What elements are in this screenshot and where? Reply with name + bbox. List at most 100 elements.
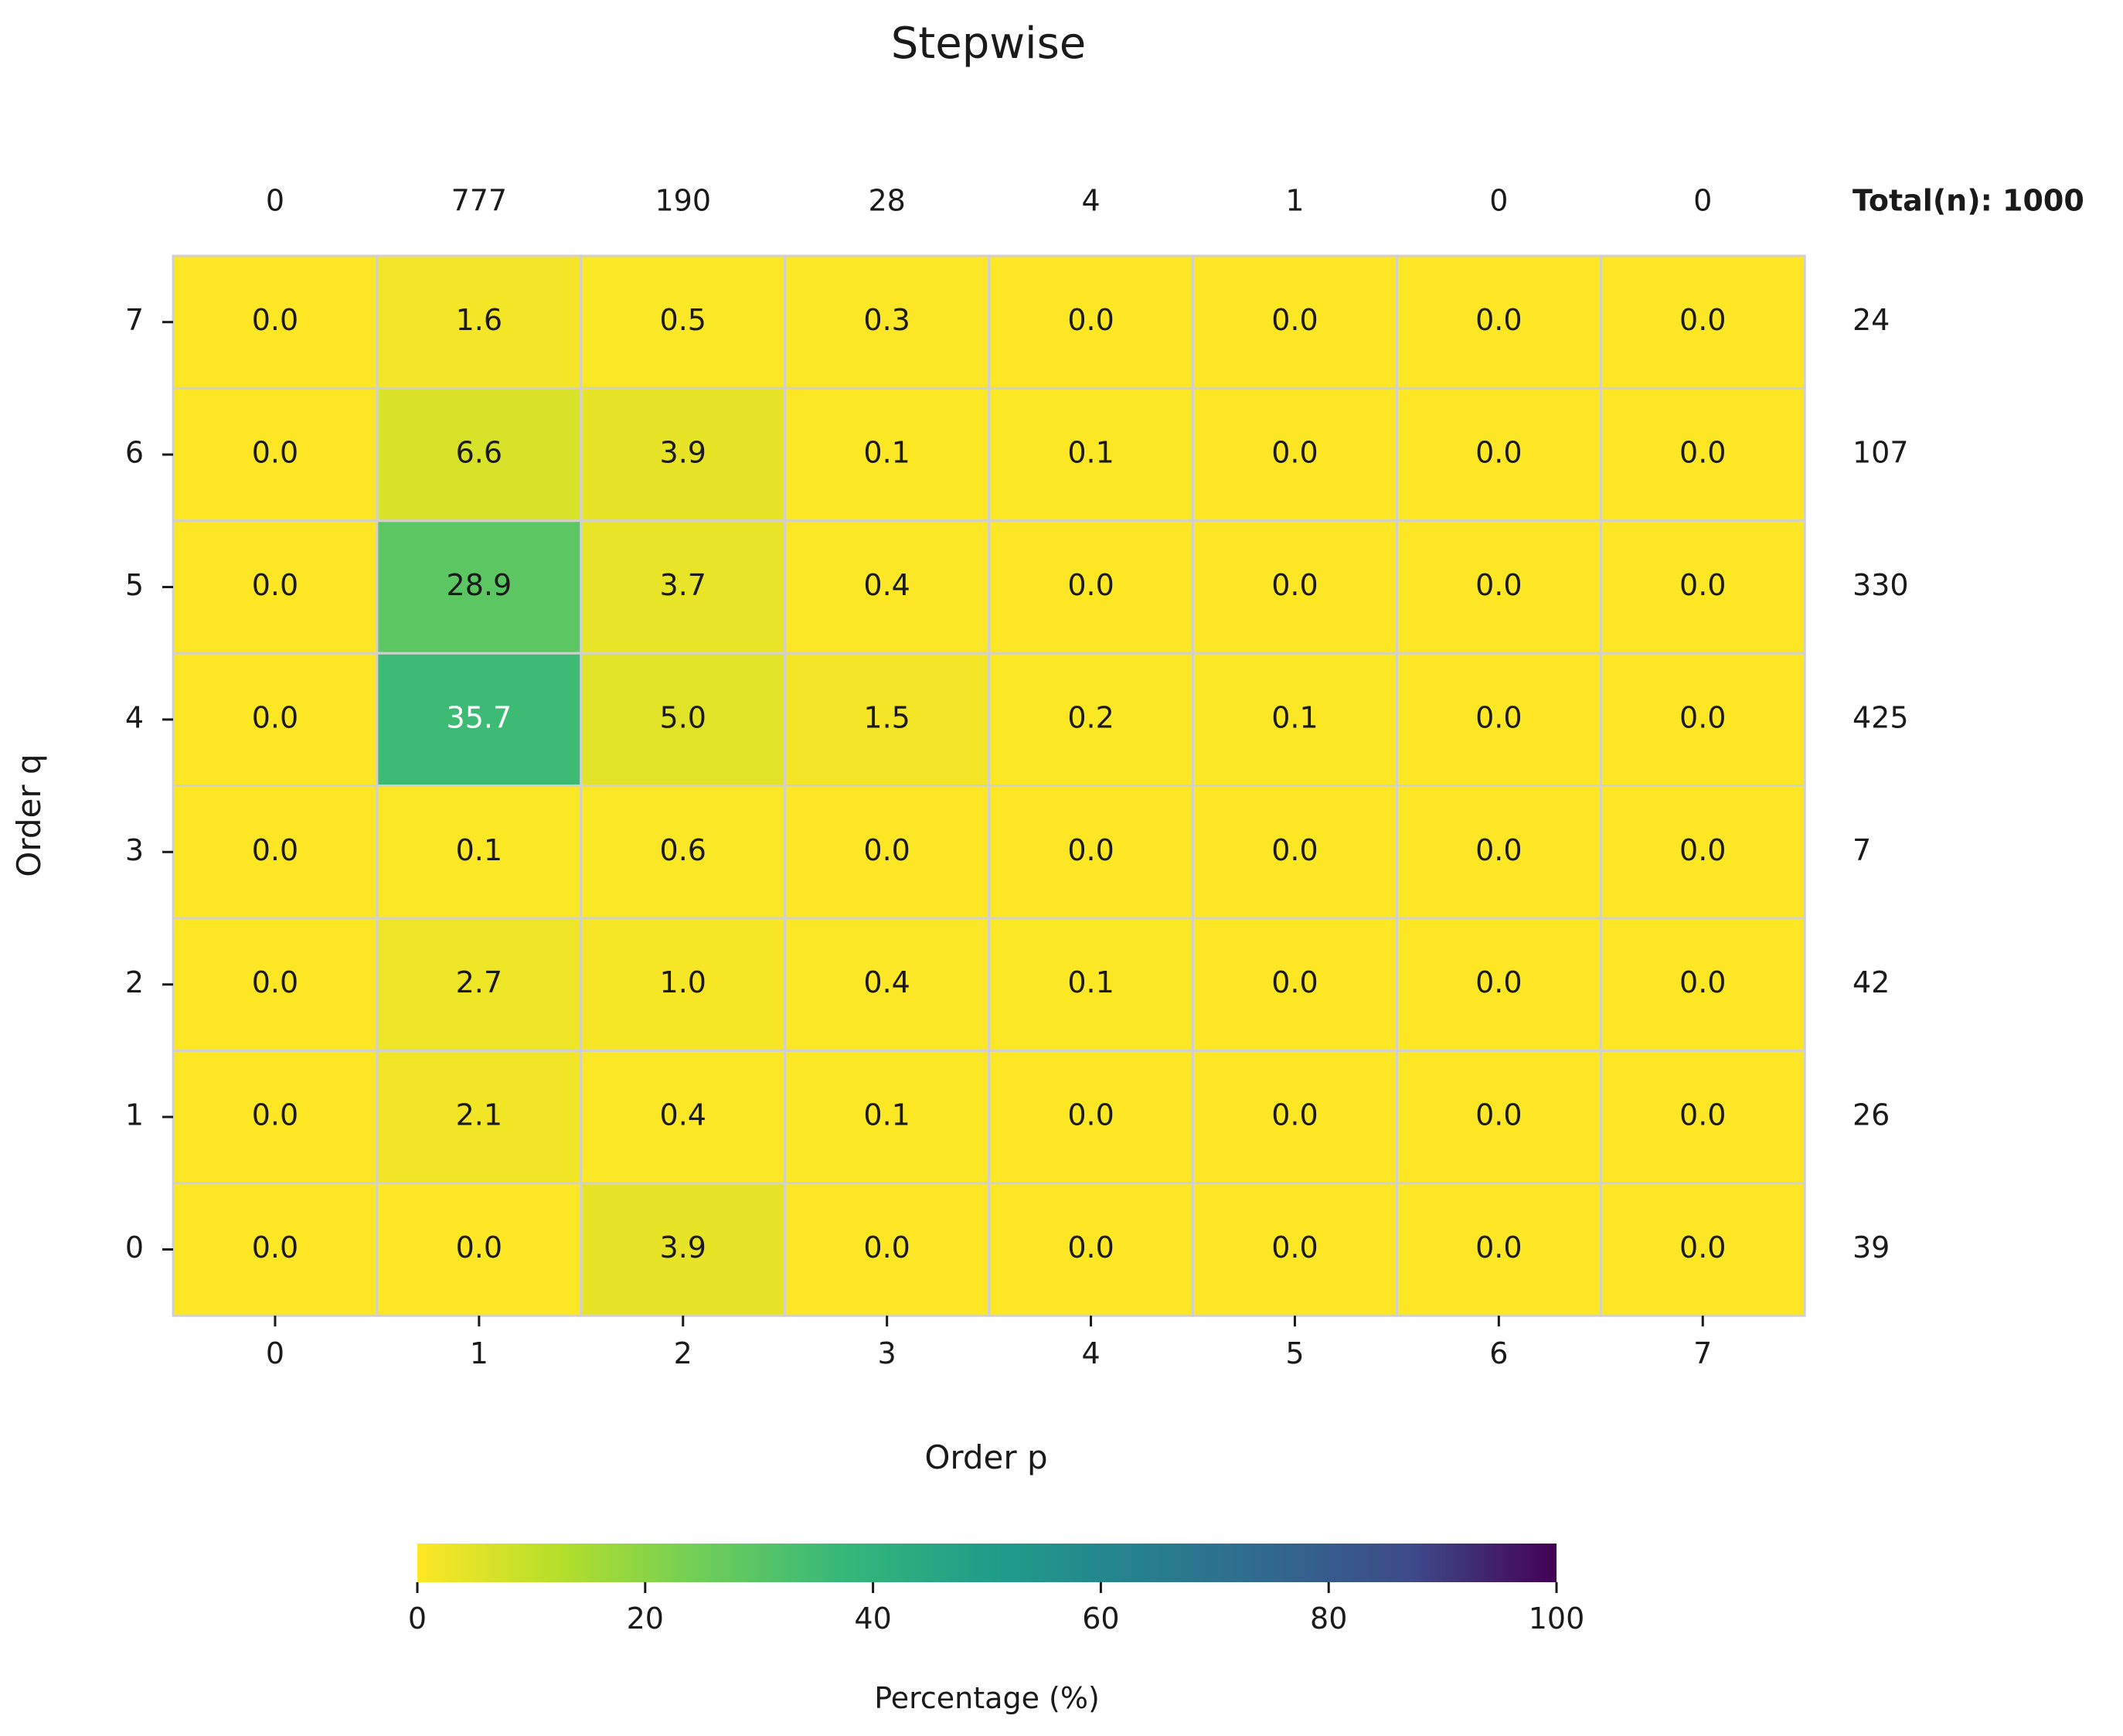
heatmap-cell bbox=[1599, 917, 1806, 1052]
heatmap-cell bbox=[988, 1049, 1194, 1185]
cell-value-label: 0.0 bbox=[252, 568, 298, 602]
column-totals: 0 777 190 28 4 1 0 0 bbox=[266, 184, 1712, 218]
heatmap-cell bbox=[784, 785, 991, 920]
heatmap-cell bbox=[376, 519, 583, 655]
cell-value-label: 0.0 bbox=[1067, 303, 1114, 337]
cell-value-label: 1.0 bbox=[660, 965, 706, 999]
row-total: 24 bbox=[1853, 303, 1890, 337]
column-total: 28 bbox=[868, 184, 905, 218]
heatmap-cell bbox=[784, 652, 991, 788]
heatmap-cell bbox=[376, 386, 583, 523]
x-tick-label: 7 bbox=[1693, 1336, 1712, 1370]
heatmap-cell bbox=[376, 917, 583, 1052]
heatmap-cell bbox=[784, 254, 991, 390]
cell-value-label: 0.0 bbox=[1067, 568, 1114, 602]
cell-value-label: 0.0 bbox=[1679, 833, 1726, 867]
heatmap-cell bbox=[1599, 1182, 1806, 1317]
column-total: 0 bbox=[266, 184, 284, 218]
cell-value-label: 1.5 bbox=[863, 700, 910, 734]
y-axis-label: Order q bbox=[10, 754, 48, 877]
cell-value-label: 0.0 bbox=[252, 700, 298, 734]
row-total: 425 bbox=[1853, 700, 1909, 734]
colorbar-ticks: 0 20 40 60 80 100 bbox=[408, 1582, 1584, 1636]
cell-value-label: 0.0 bbox=[1271, 436, 1318, 470]
cell-value-label: 0.3 bbox=[863, 303, 910, 337]
cell-value-label: 28.9 bbox=[447, 568, 512, 602]
heatmap-cell bbox=[988, 1182, 1194, 1317]
y-tick-label: 1 bbox=[125, 1098, 144, 1132]
y-tick-label: 2 bbox=[125, 965, 144, 999]
cell-value-label: 0.0 bbox=[1475, 568, 1522, 602]
heatmap-cell bbox=[784, 519, 991, 655]
x-tick-label: 3 bbox=[878, 1336, 896, 1370]
row-total: 42 bbox=[1853, 965, 1890, 999]
heatmap-cell bbox=[1192, 519, 1398, 655]
cell-value-label: 0.0 bbox=[1271, 965, 1318, 999]
heatmap-cell bbox=[580, 785, 787, 920]
total-label: Total(n): 1000 bbox=[1853, 184, 2084, 218]
cell-value-label: 0.0 bbox=[1475, 833, 1522, 867]
cell-value-label: 0.1 bbox=[1067, 436, 1114, 470]
column-total: 4 bbox=[1081, 184, 1100, 218]
cell-value-label: 0.5 bbox=[660, 303, 706, 337]
y-tick-label: 7 bbox=[125, 303, 144, 337]
heatmap-cell bbox=[1192, 785, 1398, 920]
heatmap-cell bbox=[172, 254, 379, 390]
cell-value-label: 3.7 bbox=[660, 568, 706, 602]
y-tick-label: 4 bbox=[125, 700, 144, 734]
heatmap-cell bbox=[784, 386, 991, 523]
cell-value-label: 3.9 bbox=[660, 436, 706, 470]
cell-value-label: 0.0 bbox=[1067, 833, 1114, 867]
column-total: 0 bbox=[1489, 184, 1508, 218]
column-total: 1 bbox=[1285, 184, 1304, 218]
heatmap-cell bbox=[376, 254, 583, 390]
cell-value-label: 0.0 bbox=[252, 303, 298, 337]
row-total: 7 bbox=[1853, 833, 1871, 867]
heatmap-cell bbox=[580, 1182, 787, 1317]
x-tick-label: 6 bbox=[1489, 1336, 1508, 1370]
cell-value-label: 0.0 bbox=[863, 833, 910, 867]
cell-value-label: 0.0 bbox=[1271, 303, 1318, 337]
colorbar-tick-label: 20 bbox=[627, 1602, 664, 1636]
y-tick-label: 6 bbox=[125, 436, 144, 470]
y-axis-ticks: 7 6 5 4 3 2 1 0 bbox=[125, 303, 173, 1265]
y-tick-label: 3 bbox=[125, 833, 144, 867]
row-total: 330 bbox=[1853, 568, 1909, 602]
cell-value-label: 0.0 bbox=[1679, 568, 1726, 602]
row-total: 26 bbox=[1853, 1098, 1890, 1132]
x-tick-label: 5 bbox=[1285, 1336, 1304, 1370]
cell-value-label: 0.1 bbox=[863, 1098, 910, 1132]
heatmap-cell bbox=[988, 917, 1194, 1052]
cell-value-label: 0.0 bbox=[252, 1231, 298, 1265]
heatmap-cell bbox=[1395, 519, 1602, 655]
heatmap-cell bbox=[1192, 386, 1398, 523]
column-total: 190 bbox=[655, 184, 711, 218]
cell-value-label: 0.0 bbox=[1271, 1231, 1318, 1265]
cell-value-label: 0.1 bbox=[1271, 700, 1318, 734]
cell-value-label: 1.6 bbox=[456, 303, 502, 337]
heatmap-cell bbox=[1599, 254, 1806, 390]
colorbar-tick-label: 60 bbox=[1082, 1602, 1119, 1636]
cell-value-label: 0.1 bbox=[1067, 965, 1114, 999]
cell-value-label: 0.0 bbox=[1475, 303, 1522, 337]
x-tick-label: 4 bbox=[1081, 1336, 1100, 1370]
colorbar-label: Percentage (%) bbox=[874, 1681, 1100, 1715]
x-tick-label: 1 bbox=[470, 1336, 488, 1370]
heatmap-cell bbox=[172, 652, 379, 788]
cell-value-label: 0.1 bbox=[456, 833, 502, 867]
cell-value-label: 0.0 bbox=[1475, 436, 1522, 470]
cell-value-label: 0.0 bbox=[1067, 1231, 1114, 1265]
heatmap-cell bbox=[988, 652, 1194, 788]
heatmap-cell bbox=[1599, 386, 1806, 523]
heatmap-cell bbox=[1395, 785, 1602, 920]
cell-value-label: 0.0 bbox=[1679, 436, 1726, 470]
cell-value-label: 0.0 bbox=[252, 1098, 298, 1132]
heatmap-cell bbox=[580, 917, 787, 1052]
colorbar-tick-label: 100 bbox=[1529, 1602, 1585, 1636]
heatmap-cell bbox=[1599, 785, 1806, 920]
colorbar-tick-label: 40 bbox=[854, 1602, 891, 1636]
heatmap-cell bbox=[1192, 254, 1398, 390]
cell-value-label: 3.9 bbox=[660, 1231, 706, 1265]
cell-labels: 0.0 1.6 0.5 0.3 0.0 0.0 0.0 0.0 0.0 6.6 3.9 0.1 0.1 0… bbox=[252, 303, 1727, 1265]
